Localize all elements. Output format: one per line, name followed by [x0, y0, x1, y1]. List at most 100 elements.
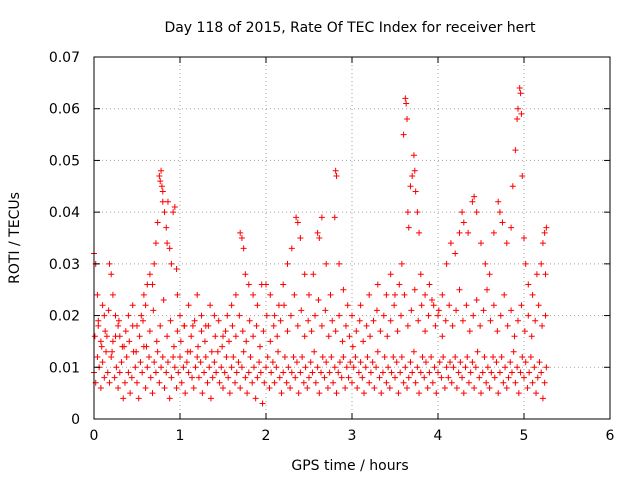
- data-point: [383, 379, 390, 386]
- data-point: [171, 203, 178, 210]
- data-point: [474, 348, 481, 355]
- data-point: [147, 374, 154, 381]
- data-point: [419, 353, 426, 360]
- data-point: [524, 384, 531, 391]
- data-point: [163, 369, 170, 376]
- data-point: [340, 286, 347, 293]
- data-point: [97, 384, 104, 391]
- data-point: [146, 271, 153, 278]
- data-point: [285, 364, 292, 371]
- data-point: [101, 312, 108, 319]
- data-point: [501, 291, 508, 298]
- data-point: [188, 333, 195, 340]
- data-point: [398, 312, 405, 319]
- data-point: [319, 353, 326, 360]
- data-point: [404, 322, 411, 329]
- data-point: [483, 379, 490, 386]
- data-point: [374, 348, 381, 355]
- data-point: [306, 291, 312, 298]
- data-point: [407, 183, 414, 190]
- data-point: [436, 359, 443, 366]
- x-tick-label: 4: [434, 428, 443, 444]
- data-point: [166, 395, 173, 402]
- data-point: [352, 353, 359, 360]
- data-point: [460, 390, 467, 397]
- data-point: [175, 369, 182, 376]
- data-point: [346, 333, 353, 340]
- data-point: [161, 209, 168, 216]
- data-point: [314, 364, 321, 371]
- data-point: [149, 390, 156, 397]
- data-point: [403, 100, 410, 107]
- data-point: [414, 364, 421, 371]
- data-point: [95, 317, 102, 324]
- data-point: [439, 291, 446, 298]
- data-point: [505, 374, 512, 381]
- data-point: [102, 328, 109, 335]
- data-point: [310, 271, 317, 278]
- data-point: [158, 183, 165, 190]
- data-point: [426, 369, 433, 376]
- data-point: [144, 281, 151, 288]
- data-point: [263, 312, 270, 319]
- data-point: [164, 240, 171, 247]
- data-point: [503, 240, 510, 247]
- data-point: [514, 317, 521, 324]
- data-point: [232, 291, 239, 298]
- y-tick-label: 0.05: [49, 153, 80, 169]
- data-point: [446, 302, 453, 309]
- data-point: [340, 353, 347, 360]
- data-point: [315, 297, 322, 304]
- data-point: [517, 90, 524, 97]
- data-point: [484, 286, 491, 293]
- data-point: [238, 364, 245, 371]
- data-point: [377, 328, 384, 335]
- x-tick-label: 6: [606, 428, 615, 444]
- x-tick-label: 3: [348, 428, 357, 444]
- data-point: [342, 384, 349, 391]
- data-point: [452, 250, 459, 257]
- data-point: [204, 379, 211, 386]
- data-point: [275, 348, 282, 355]
- y-tick-label: 0.07: [49, 50, 80, 66]
- data-point: [108, 353, 115, 360]
- data-point: [201, 338, 208, 345]
- data-point: [273, 364, 280, 371]
- data-point: [333, 172, 340, 179]
- data-point: [109, 338, 116, 345]
- data-point: [467, 369, 474, 376]
- data-point: [336, 359, 343, 366]
- data-point: [410, 348, 417, 355]
- data-point: [487, 317, 494, 324]
- data-point: [299, 353, 306, 360]
- data-point: [543, 224, 550, 231]
- data-point: [271, 379, 278, 386]
- data-point: [113, 364, 120, 371]
- data-point: [128, 374, 135, 381]
- data-point: [226, 338, 233, 345]
- data-point: [174, 291, 181, 298]
- data-point: [371, 384, 378, 391]
- data-point: [152, 240, 159, 247]
- data-point: [254, 374, 261, 381]
- data-point: [369, 359, 376, 366]
- data-point: [294, 219, 301, 226]
- data-point: [404, 209, 411, 216]
- data-point: [163, 224, 170, 231]
- y-tick-label: 0.02: [49, 309, 80, 325]
- data-point: [521, 235, 527, 241]
- data-point: [142, 384, 149, 391]
- data-point: [448, 379, 455, 386]
- data-point: [261, 379, 268, 386]
- data-point: [518, 110, 525, 117]
- y-axis-label: ROTI / TECUs: [7, 192, 23, 284]
- data-point: [328, 353, 335, 360]
- data-point: [136, 333, 143, 340]
- data-point: [245, 281, 252, 288]
- data-point: [535, 302, 542, 309]
- data-point: [220, 333, 226, 340]
- data-point: [256, 343, 263, 350]
- data-point: [400, 379, 407, 386]
- data-point: [268, 369, 275, 376]
- data-point: [527, 353, 534, 360]
